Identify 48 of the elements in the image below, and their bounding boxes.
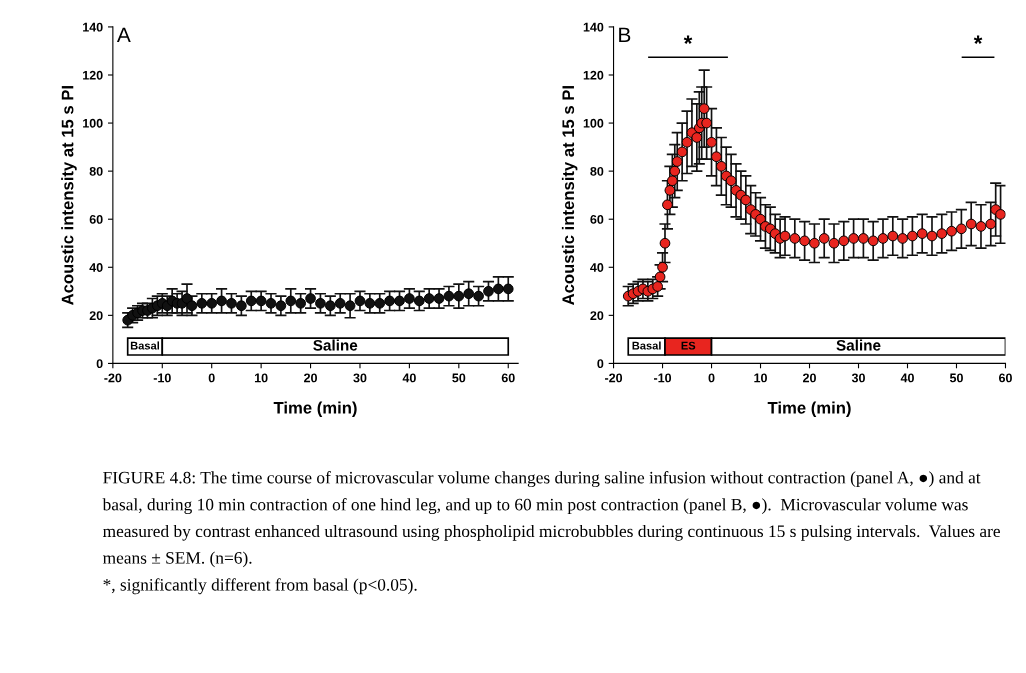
- x-tick-label: 50: [452, 373, 466, 383]
- x-tick-label: 40: [402, 373, 416, 383]
- x-tick-label: 10: [754, 373, 767, 383]
- x-tick-label: 0: [708, 373, 715, 383]
- x-tick-label: -10: [153, 373, 171, 383]
- y-tick-label: 20: [590, 311, 604, 320]
- y-tick-label: 0: [597, 359, 604, 369]
- band-label: Basal: [130, 341, 160, 350]
- x-tick-label: 10: [254, 373, 268, 383]
- y-tick-label: 100: [83, 118, 103, 128]
- x-tick-label: 20: [803, 373, 816, 383]
- y-tick-label: 140: [83, 22, 103, 32]
- x-axis-title: Time (min): [767, 401, 851, 417]
- x-tick-label: 40: [900, 373, 914, 383]
- y-axis-title: Acoustic intensity at 15 s PI: [61, 86, 77, 305]
- y-tick-label: 140: [583, 22, 604, 32]
- x-tick-label: 60: [501, 373, 515, 383]
- y-tick-label: 80: [89, 166, 103, 176]
- x-axis-title: Time (min): [273, 401, 357, 417]
- x-tick-label: -10: [654, 373, 672, 383]
- band-label: Saline: [836, 339, 881, 351]
- caption: FIGURE 4.8: The time course of microvascular volume changes during saline infusion without contraction (panel A, ●) and at basal, during 10 min contraction of one hind leg, and up to 60 min post contraction (panel B, ●). Microvascular volume was measured by contrast enhanced ultrasound using phospholipid microbubbles during continuous 15 s pulsing intervals. Values are means ± SEM. (n=6). *, significantly different from basal (p<0.05).: [102, 471, 1000, 595]
- x-tick-label: 0: [208, 373, 215, 383]
- x-tick-label: 30: [353, 373, 367, 383]
- y-tick-label: 40: [89, 263, 103, 272]
- x-tick-label: 30: [851, 373, 865, 383]
- y-tick-label: 0: [96, 359, 103, 369]
- x-tick-label: -20: [605, 373, 623, 383]
- annotation: *: [973, 35, 983, 44]
- y-tick-label: 80: [590, 166, 604, 176]
- x-tick-label: 50: [949, 373, 963, 383]
- y-axis-title: Acoustic intensity at 15 s PI: [561, 86, 578, 305]
- y-tick-label: 120: [83, 70, 103, 80]
- y-tick-label: 120: [583, 70, 604, 80]
- y-tick-label: 40: [590, 263, 604, 272]
- band-label: Saline: [313, 339, 358, 351]
- band-label: Basal: [632, 341, 661, 350]
- band-label: ES: [681, 341, 696, 350]
- chart-title: B: [619, 27, 631, 43]
- y-tick-label: 60: [590, 215, 604, 224]
- y-tick-label: 20: [89, 311, 103, 320]
- y-tick-label: 100: [583, 118, 604, 128]
- x-tick-label: 60: [998, 373, 1012, 383]
- annotation: *: [683, 35, 693, 44]
- y-tick-label: 60: [89, 215, 103, 224]
- chart-title: A: [116, 27, 131, 43]
- x-tick-label: 20: [304, 373, 317, 383]
- x-tick-label: -20: [104, 373, 122, 383]
